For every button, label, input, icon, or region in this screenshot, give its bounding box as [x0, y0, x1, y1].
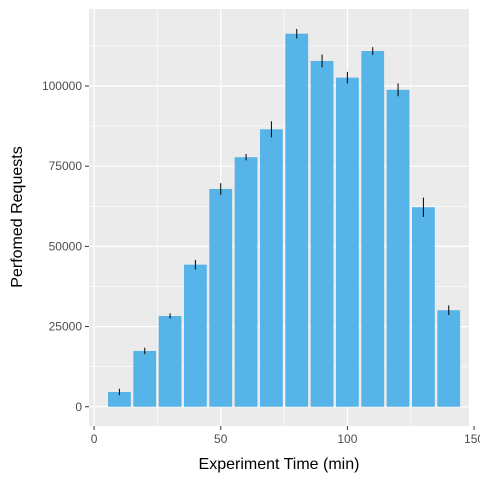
bar	[386, 89, 410, 407]
y-tick-label: 100000	[42, 79, 82, 93]
x-tick-label: 100	[337, 432, 357, 446]
x-tick-label: 0	[91, 432, 98, 446]
x-tick-label: 150	[464, 432, 480, 446]
bar	[310, 60, 334, 407]
x-axis-title: Experiment Time (min)	[199, 456, 360, 473]
y-tick-label: 50000	[49, 239, 83, 253]
bar	[336, 77, 359, 407]
y-tick-label: 75000	[49, 159, 83, 173]
bar	[184, 264, 207, 407]
bars	[108, 33, 461, 407]
y-axis-ticks: 0 25000 50000 75000 100000	[42, 79, 89, 414]
error-bars	[118, 28, 450, 396]
y-axis-title: Perfomed Requests	[9, 146, 26, 287]
bar	[260, 129, 283, 407]
y-tick-label: 25000	[49, 320, 83, 334]
y-tick-label: 0	[75, 400, 82, 414]
bar	[285, 33, 309, 407]
bar	[437, 310, 461, 407]
bar	[361, 51, 385, 407]
bar	[158, 315, 182, 407]
bar	[234, 157, 258, 407]
bar	[108, 391, 131, 407]
x-tick-label: 50	[214, 432, 228, 446]
bar	[412, 207, 435, 407]
bar	[133, 350, 157, 407]
bar	[209, 188, 233, 407]
x-axis-ticks: 0 50 100 150	[91, 426, 480, 446]
